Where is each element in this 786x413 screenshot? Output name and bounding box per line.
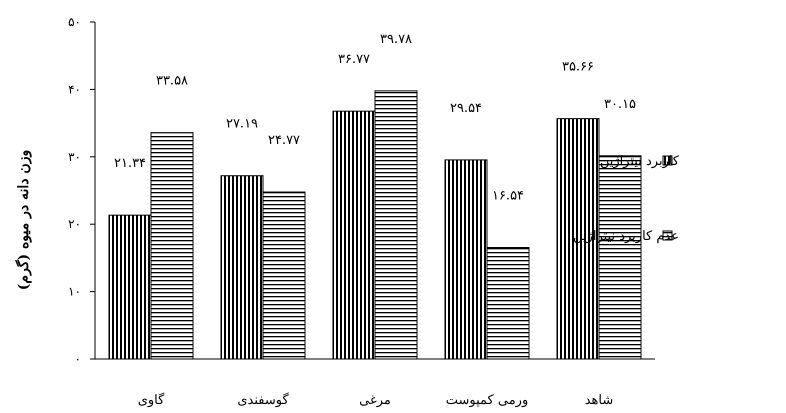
data-label: ۳۳.۵۸ — [156, 74, 188, 89]
y-tick-label: ۱۰ — [68, 285, 81, 299]
data-label: ۳۹.۷۸ — [380, 32, 412, 47]
category-label: گاوی — [138, 392, 165, 408]
legend: کاربرد نیتراژین عدم کاربرد نیتراژین — [573, 154, 680, 244]
y-tick-label: ۳۰ — [68, 150, 81, 164]
data-labels: ۲۱.۳۴ ۳۳.۵۸ ۲۷.۱۹ ۲۴.۷۷ ۳۶.۷۷ ۳۹.۷۸ ۲۹.۵۴ ۱۶.۵۴… — [114, 32, 636, 204]
bar-with-nitrazhin — [444, 159, 488, 360]
axes: ۰ ۱۰ ۲۰ ۳۰ ۴۰ ۵۰ گاوی گوسفندی مرغی ورمی کمپوست شاه… — [68, 15, 655, 408]
bar-without-nitrazhin — [598, 155, 642, 360]
legend-swatch — [662, 230, 673, 241]
data-label: ۱۶.۵۴ — [492, 189, 524, 204]
category-label: شاهد — [585, 393, 614, 408]
category-label: مرغی — [359, 393, 391, 408]
legend-swatch — [662, 155, 673, 166]
bar-without-nitrazhin — [374, 90, 418, 360]
bars — [108, 90, 642, 360]
bar-without-nitrazhin — [486, 247, 530, 360]
bar-with-nitrazhin — [332, 110, 376, 360]
category-label: ورمی کمپوست — [446, 393, 529, 408]
y-tick-label: ۵۰ — [68, 15, 81, 29]
legend-label: کاربرد نیتراژین — [600, 154, 680, 169]
bar-without-nitrazhin — [262, 191, 306, 360]
y-tick-label: ۴۰ — [68, 82, 81, 96]
y-tick-label: ۲۰ — [68, 217, 81, 231]
bar-with-nitrazhin — [220, 175, 264, 360]
data-label: ۲۹.۵۴ — [450, 101, 482, 116]
data-label: ۲۴.۷۷ — [268, 133, 300, 148]
data-label: ۲۱.۳۴ — [114, 156, 146, 171]
bar-without-nitrazhin — [150, 132, 194, 360]
legend-label: عدم کاربرد نیتراژین — [573, 229, 679, 244]
data-label: ۲۷.۱۹ — [226, 117, 258, 132]
bar-with-nitrazhin — [108, 214, 152, 360]
data-label: ۳۵.۶۶ — [562, 60, 594, 75]
data-label: ۳۰.۱۵ — [604, 97, 636, 112]
y-tick-label: ۰ — [75, 352, 81, 366]
y-axis-label: وزن دانه در میوه (گرم) — [15, 150, 32, 290]
bar-with-nitrazhin — [556, 118, 600, 360]
category-label: گوسفندی — [237, 392, 289, 408]
data-label: ۳۶.۷۷ — [338, 52, 370, 67]
